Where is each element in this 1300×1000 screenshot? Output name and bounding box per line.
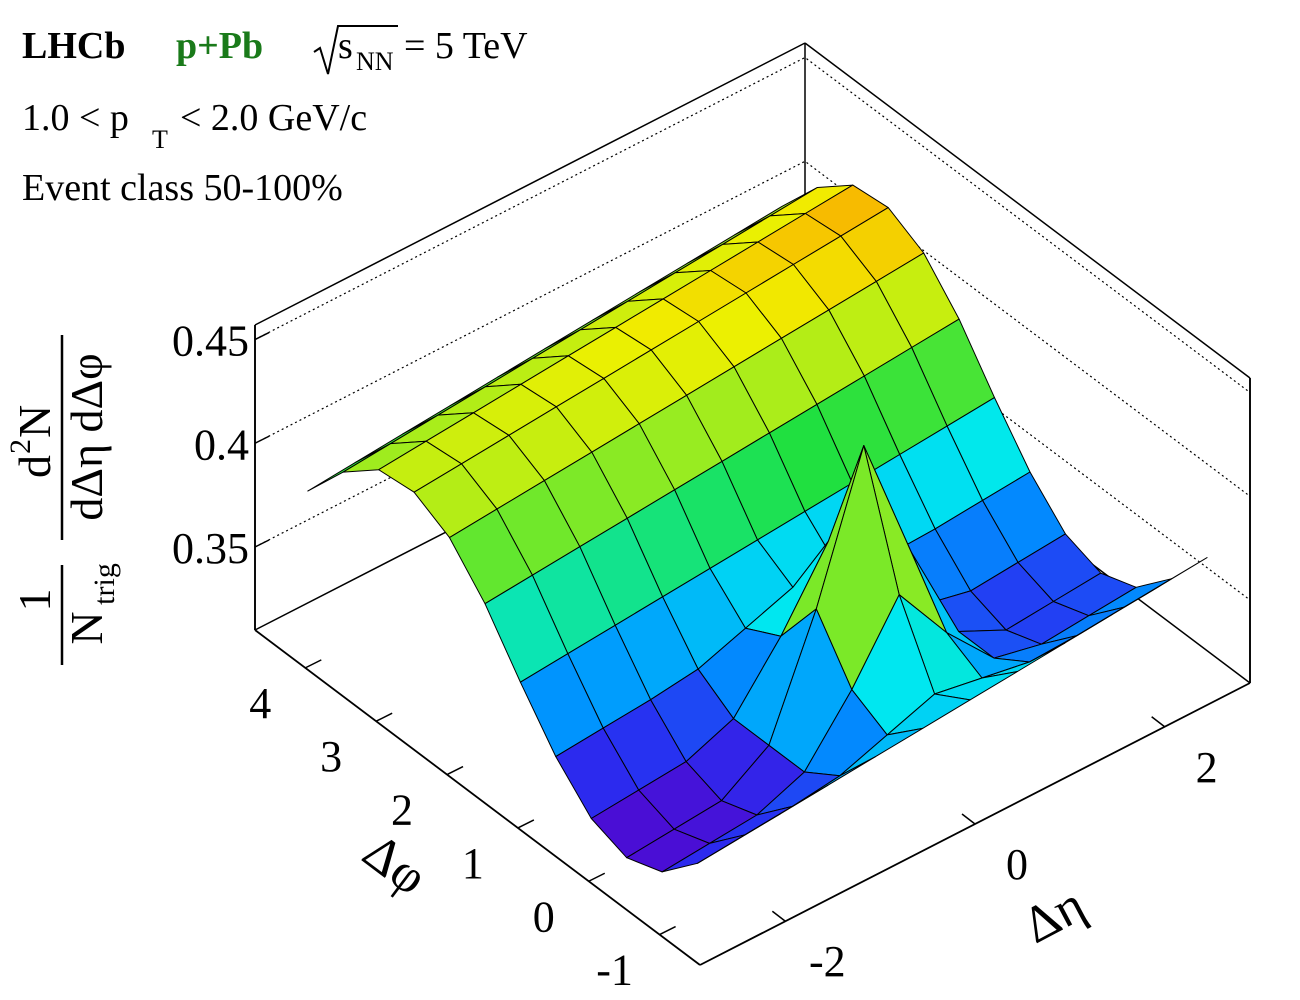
event-class: Event class 50-100%: [22, 167, 343, 209]
surface-cell: [697, 813, 781, 864]
axis-line: [254, 629, 701, 966]
z-axis-title: 1 N trig d 2 N dΔη dΔφ: [4, 335, 121, 665]
z-title-part: N: [9, 405, 60, 438]
z-title-part: 1: [9, 589, 60, 612]
x-tick: [961, 813, 976, 825]
y-tick: [659, 925, 676, 936]
pt-range: 1.0 < p: [22, 97, 129, 139]
energy-var: s: [338, 25, 353, 67]
box-edge: [804, 42, 1251, 379]
x-tick-label: 2: [1196, 743, 1218, 792]
y-tick-label: 1: [462, 839, 484, 888]
z-title-part: d: [9, 455, 60, 478]
energy-sub: NN: [356, 47, 394, 76]
box-edge: [254, 42, 806, 326]
system: p+Pb: [176, 25, 263, 67]
z-title-part: trig: [88, 563, 121, 605]
y-tick-label: 0: [533, 892, 555, 941]
grid-line: [254, 56, 1251, 393]
y-tick: [588, 872, 606, 882]
z-tick: [254, 331, 270, 341]
x-tick-label: 0: [1006, 840, 1028, 889]
y-tick: [375, 712, 393, 722]
grid-line: [254, 160, 1251, 497]
z-title-part: dΔη dΔφ: [61, 353, 112, 520]
energy-val: = 5 TeV: [404, 25, 528, 67]
y-tick: [517, 819, 535, 829]
x-tick: [1151, 716, 1166, 728]
z-tick-label: 0.45: [172, 317, 249, 366]
y-axis-title: Δφ: [352, 823, 437, 907]
z-title-part: 2: [4, 439, 37, 454]
x-tick-label: -2: [809, 937, 846, 986]
z-title-part: N: [61, 611, 112, 644]
y-tick: [446, 765, 464, 776]
experiment: LHCb: [22, 25, 125, 67]
y-tick-label: 4: [249, 679, 271, 728]
pt-sub: T: [152, 125, 168, 154]
annotations: LHCb p+Pb s NN = 5 TeV 1.0 < p T < 2.0 G…: [22, 25, 528, 209]
y-tick-label: 2: [391, 786, 413, 835]
y-tick-label: 3: [320, 732, 342, 781]
sqrt-sign: [313, 25, 398, 75]
y-tick: [304, 659, 322, 669]
pt-range-end: < 2.0 GeV/c: [180, 97, 367, 139]
z-tick: [254, 539, 270, 548]
z-tick-label: 0.4: [194, 420, 249, 469]
x-tick: [771, 910, 786, 922]
y-tick-label: -1: [596, 946, 633, 995]
z-tick: [254, 435, 270, 444]
z-tick-label: 0.35: [172, 524, 249, 573]
